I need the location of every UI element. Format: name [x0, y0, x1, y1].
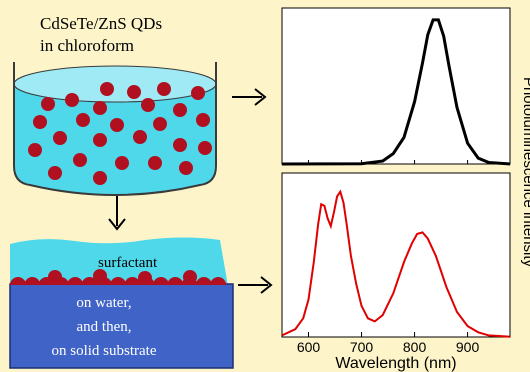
bottom-spectrum-line — [281, 189, 511, 338]
arrow-right-icon — [232, 88, 267, 106]
film-dots — [10, 269, 227, 285]
quantum-dot — [33, 115, 47, 129]
quantum-dot — [148, 156, 162, 170]
beaker — [13, 62, 217, 196]
quantum-dot — [179, 161, 193, 175]
film-quantum-dot — [10, 277, 26, 285]
x-tick-label: 900 — [456, 339, 480, 355]
film-quantum-dot — [210, 277, 227, 285]
quantum-dots — [28, 82, 212, 185]
film-quantum-dot — [24, 277, 41, 285]
quantum-dot — [93, 171, 107, 185]
quantum-dot — [93, 133, 107, 147]
quantum-dot — [196, 113, 210, 127]
x-axis-ticks: 600 700 800 900 — [297, 160, 480, 355]
arrow-right-icon — [238, 276, 273, 294]
water-substrate — [9, 283, 234, 369]
quantum-dot — [173, 138, 187, 152]
quantum-dot — [133, 130, 147, 144]
water-film-scheme — [9, 237, 234, 369]
substrate-line-2: and then, — [77, 319, 132, 335]
top-spectrum-plot — [281, 7, 511, 166]
film-quantum-dot — [93, 269, 107, 283]
quantum-dot — [191, 86, 205, 100]
film-quantum-dot — [167, 277, 184, 285]
quantum-dot — [198, 141, 212, 155]
top-plot-frame — [281, 7, 511, 165]
quantum-dot — [48, 166, 62, 180]
quantum-dot — [115, 156, 129, 170]
quantum-dot — [110, 118, 124, 132]
quantum-dot — [73, 153, 87, 167]
substrate-line-1: on water, — [76, 295, 131, 311]
quantum-dot — [153, 117, 167, 131]
quantum-dot — [28, 143, 42, 157]
quantum-dot — [127, 85, 141, 99]
quantum-dot — [157, 82, 171, 96]
x-axis-label: Wavelength (nm) — [335, 355, 456, 372]
bottom-spectrum-plot: 600 700 800 900 — [281, 160, 511, 355]
x-tick-label: 600 — [297, 339, 321, 355]
quantum-dot — [141, 98, 155, 112]
title-line-1: CdSeTe/ZnS QDs — [40, 14, 162, 33]
arrow-down-icon — [108, 196, 126, 231]
film-quantum-dot — [124, 277, 141, 285]
film-quantum-dot — [183, 270, 197, 284]
film-quantum-dot — [138, 271, 152, 285]
quantum-dot — [53, 131, 67, 145]
quantum-dot — [173, 103, 187, 117]
quantum-dot — [100, 82, 114, 96]
film-quantum-dot — [195, 277, 212, 285]
quantum-dot — [65, 93, 79, 107]
substrate-line-3: on solid substrate — [52, 343, 157, 359]
film-quantum-dot — [67, 277, 84, 285]
bottom-plot-frame — [281, 172, 511, 338]
x-tick-label: 700 — [350, 339, 374, 355]
film-quantum-dot — [110, 277, 127, 285]
quantum-dot — [76, 113, 90, 127]
title-line-2: in chloroform — [40, 36, 134, 55]
y-axis-label: Photoluminescence intensity — [520, 77, 530, 268]
quantum-dot — [93, 101, 107, 115]
top-spectrum-line — [281, 18, 511, 166]
quantum-dot — [41, 97, 55, 111]
film-quantum-dot — [81, 277, 98, 285]
surfactant-label: surfactant — [98, 255, 158, 271]
film-quantum-dot — [153, 277, 169, 285]
film-quantum-dot — [48, 270, 62, 284]
x-tick-label: 800 — [403, 339, 427, 355]
